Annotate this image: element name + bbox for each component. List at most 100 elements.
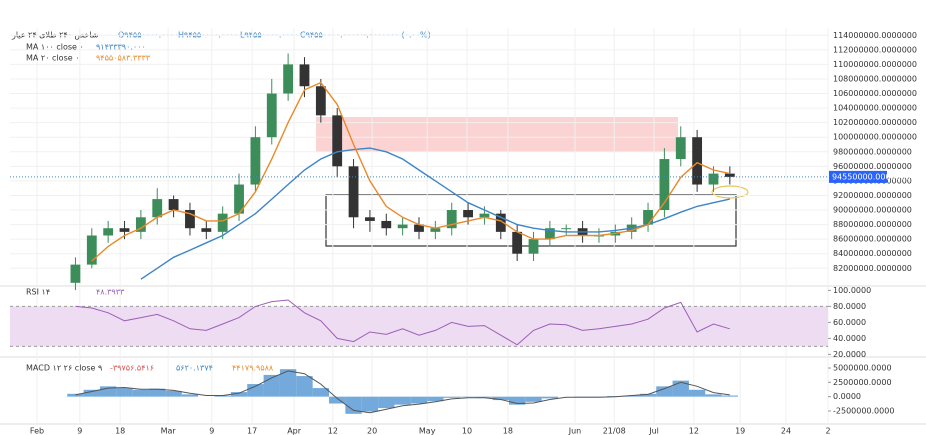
legend-value: -۳۹۷۵۶.۵۴۱۶ bbox=[110, 364, 154, 373]
histogram-bar bbox=[443, 396, 460, 398]
x-tick-label: Jul bbox=[648, 427, 659, 435]
histogram-bar bbox=[476, 396, 493, 398]
y-tick-label: 96000000.0000000 bbox=[833, 162, 912, 171]
y-tick-label: 88000000.0000000 bbox=[833, 220, 912, 229]
y-tick-label: 108000000.0000000 bbox=[833, 74, 917, 83]
x-tick-label: 9 bbox=[209, 427, 214, 435]
candle-body bbox=[708, 173, 719, 185]
x-tick-label: 19 bbox=[735, 427, 745, 435]
y-tick-label: 90000000.0000000 bbox=[833, 206, 912, 215]
indicator-line bbox=[91, 81, 730, 262]
histogram-bar bbox=[459, 396, 477, 398]
indicator-line bbox=[75, 370, 730, 414]
candle-body bbox=[266, 93, 277, 138]
histogram-bar bbox=[361, 396, 379, 412]
x-tick-label: May bbox=[419, 427, 436, 435]
x-tick-label: Apr bbox=[287, 427, 302, 435]
y-tick-label: 114000000.0000000 bbox=[833, 31, 917, 40]
candle-body bbox=[365, 217, 375, 221]
y-tick-label: 20.0000 bbox=[833, 350, 866, 359]
y-tick-label: 86000000.0000000 bbox=[833, 235, 912, 244]
histogram-bar bbox=[83, 389, 100, 397]
histogram-bar bbox=[345, 396, 362, 414]
candle-body bbox=[152, 199, 163, 218]
histogram-bar bbox=[279, 369, 297, 397]
y-tick-label: 112000000.0000000 bbox=[833, 45, 917, 54]
x-tick-label: 24 bbox=[781, 427, 791, 435]
histogram-bar bbox=[165, 390, 182, 397]
y-tick-label: 2500000.0000 bbox=[833, 378, 892, 387]
histogram-bar bbox=[541, 396, 559, 399]
histogram-bar bbox=[705, 394, 722, 397]
histogram-bar bbox=[394, 396, 411, 405]
legend-value: ۹۴۵۵۰۵۸۳.۳۳۳۳ bbox=[96, 54, 151, 63]
candle-body bbox=[528, 239, 539, 254]
legend-name: RSI ۱۴ bbox=[26, 288, 50, 297]
candle-body bbox=[430, 228, 441, 232]
rsi-band bbox=[10, 306, 828, 347]
candle-body bbox=[201, 228, 212, 232]
y-tick-label: 106000000.0000000 bbox=[833, 89, 917, 98]
y-tick-label: 100.0000 bbox=[833, 286, 871, 295]
histogram-bar bbox=[688, 389, 706, 397]
histogram-bar bbox=[378, 396, 395, 409]
x-tick-label: Feb bbox=[30, 427, 44, 435]
candle-body bbox=[332, 115, 343, 167]
candle-body bbox=[234, 184, 244, 214]
histogram-bar bbox=[132, 389, 150, 397]
x-tick-label: 20 bbox=[367, 427, 377, 435]
legend-name: MACD ۱۲ ۲۶ close ۹ bbox=[26, 364, 102, 373]
histogram-bar bbox=[672, 380, 689, 397]
y-tick-label: -2500000.0000 bbox=[833, 406, 894, 415]
candle-body bbox=[168, 199, 179, 211]
y-tick-label: 0.0000 bbox=[833, 392, 861, 401]
x-tick-label: 9 bbox=[77, 427, 82, 435]
x-tick-label: Mar bbox=[161, 427, 177, 435]
indicator-line bbox=[140, 147, 730, 280]
x-tick-label: 12 bbox=[689, 427, 699, 435]
y-tick-label: 102000000.0000000 bbox=[833, 118, 917, 127]
histogram-bar bbox=[67, 393, 84, 397]
candle-body bbox=[70, 264, 81, 283]
histogram-bar bbox=[410, 396, 428, 404]
candle-body bbox=[299, 64, 310, 87]
candle-body bbox=[103, 228, 114, 236]
legend-name: MA ۱۰۰ close ۰ bbox=[26, 43, 84, 52]
histogram-bar bbox=[99, 386, 117, 397]
histogram-bar bbox=[639, 393, 657, 397]
candle-body bbox=[495, 213, 506, 232]
x-tick-label: 17 bbox=[247, 427, 257, 435]
legend-value: ۹۱۴۳۳۳۹۰.۰۰۰ bbox=[96, 43, 146, 52]
candle-body bbox=[119, 228, 130, 232]
histogram-bar bbox=[721, 395, 739, 397]
y-tick-label: 84000000.0000000 bbox=[833, 249, 912, 258]
y-tick-label: 5000000.0000 bbox=[833, 364, 892, 373]
y-tick-label: 40.0000 bbox=[833, 334, 866, 343]
candle-body bbox=[724, 173, 735, 177]
indicator-line bbox=[75, 299, 730, 346]
candle-body bbox=[643, 210, 653, 225]
y-tick-label: 104000000.0000000 bbox=[833, 104, 917, 113]
candle-body bbox=[217, 213, 228, 232]
y-tick-label: 110000000.0000000 bbox=[833, 60, 917, 69]
candle-body bbox=[381, 220, 392, 229]
x-tick-label: 21/08 bbox=[603, 427, 626, 435]
histogram-bar bbox=[623, 395, 640, 397]
histogram-bar bbox=[181, 394, 199, 397]
x-tick-label: 18 bbox=[115, 427, 125, 435]
candle-body bbox=[348, 166, 359, 218]
legend-value: ۴۴۱۷۹.۹۵۸۸ bbox=[232, 364, 274, 373]
histogram-bar bbox=[329, 396, 346, 404]
candle-body bbox=[250, 137, 261, 185]
candle-body bbox=[512, 231, 523, 254]
candle-body bbox=[692, 137, 703, 185]
x-tick-label: 10 bbox=[462, 427, 472, 435]
candle-body bbox=[86, 235, 97, 265]
histogram-bar bbox=[247, 384, 264, 397]
y-tick-label: 98000000.0000000 bbox=[833, 147, 912, 156]
last-price-label: 94550000.0000000 bbox=[832, 172, 911, 181]
candle-body bbox=[479, 213, 490, 218]
histogram-bar bbox=[149, 388, 166, 397]
last-price-box bbox=[829, 170, 887, 183]
